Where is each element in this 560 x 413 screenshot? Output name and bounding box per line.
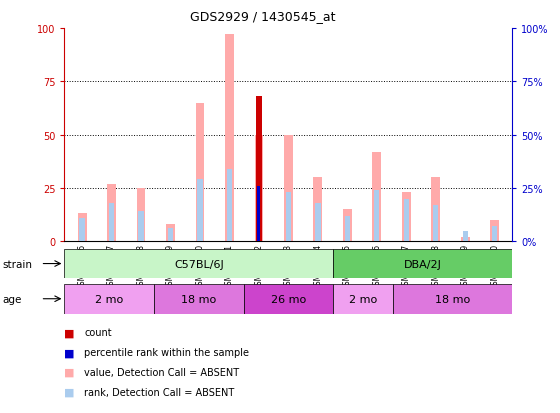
Bar xyxy=(256,188,262,242)
Text: 18 mo: 18 mo xyxy=(181,294,216,304)
Bar xyxy=(78,214,86,242)
Bar xyxy=(225,35,234,242)
Bar xyxy=(138,212,144,242)
Bar xyxy=(258,186,260,242)
Bar xyxy=(315,203,320,242)
Bar xyxy=(64,249,333,279)
Bar xyxy=(109,203,114,242)
Bar xyxy=(333,249,512,279)
Text: strain: strain xyxy=(3,259,33,269)
Bar xyxy=(404,199,409,242)
Text: ■: ■ xyxy=(64,387,75,397)
Bar xyxy=(314,178,323,242)
Text: count: count xyxy=(84,328,111,337)
Bar xyxy=(284,135,293,242)
Text: ■: ■ xyxy=(64,367,75,377)
Text: 18 mo: 18 mo xyxy=(435,294,470,304)
Bar xyxy=(107,184,116,242)
Bar xyxy=(463,231,468,242)
Text: C57BL/6J: C57BL/6J xyxy=(174,259,223,269)
Bar xyxy=(254,135,263,242)
Text: rank, Detection Call = ABSENT: rank, Detection Call = ABSENT xyxy=(84,387,234,397)
Text: ■: ■ xyxy=(64,347,75,357)
Text: GDS2929 / 1430545_at: GDS2929 / 1430545_at xyxy=(190,10,336,23)
Bar xyxy=(168,229,173,242)
Bar xyxy=(64,284,154,314)
Bar xyxy=(433,205,438,242)
Bar xyxy=(343,210,352,242)
Bar xyxy=(195,103,204,242)
Bar xyxy=(431,178,440,242)
Text: percentile rank within the sample: percentile rank within the sample xyxy=(84,347,249,357)
Bar xyxy=(374,190,380,242)
Bar xyxy=(197,180,203,242)
Text: value, Detection Call = ABSENT: value, Detection Call = ABSENT xyxy=(84,367,239,377)
Bar xyxy=(393,284,512,314)
Text: 2 mo: 2 mo xyxy=(349,294,377,304)
Bar xyxy=(244,284,333,314)
Bar xyxy=(402,193,410,242)
Bar xyxy=(491,221,499,242)
Text: 26 mo: 26 mo xyxy=(271,294,306,304)
Bar xyxy=(492,227,497,242)
Bar xyxy=(372,152,381,242)
Bar xyxy=(154,284,244,314)
Text: age: age xyxy=(3,294,22,304)
Text: 2 mo: 2 mo xyxy=(95,294,123,304)
Bar xyxy=(80,218,85,242)
Bar xyxy=(166,225,175,242)
Text: DBA/2J: DBA/2J xyxy=(404,259,442,269)
Bar xyxy=(286,193,291,242)
Bar xyxy=(333,284,393,314)
Bar xyxy=(137,188,146,242)
Bar xyxy=(345,216,350,242)
Bar xyxy=(227,169,232,242)
Bar xyxy=(256,97,262,242)
Text: ■: ■ xyxy=(64,328,75,337)
Bar xyxy=(461,237,470,242)
